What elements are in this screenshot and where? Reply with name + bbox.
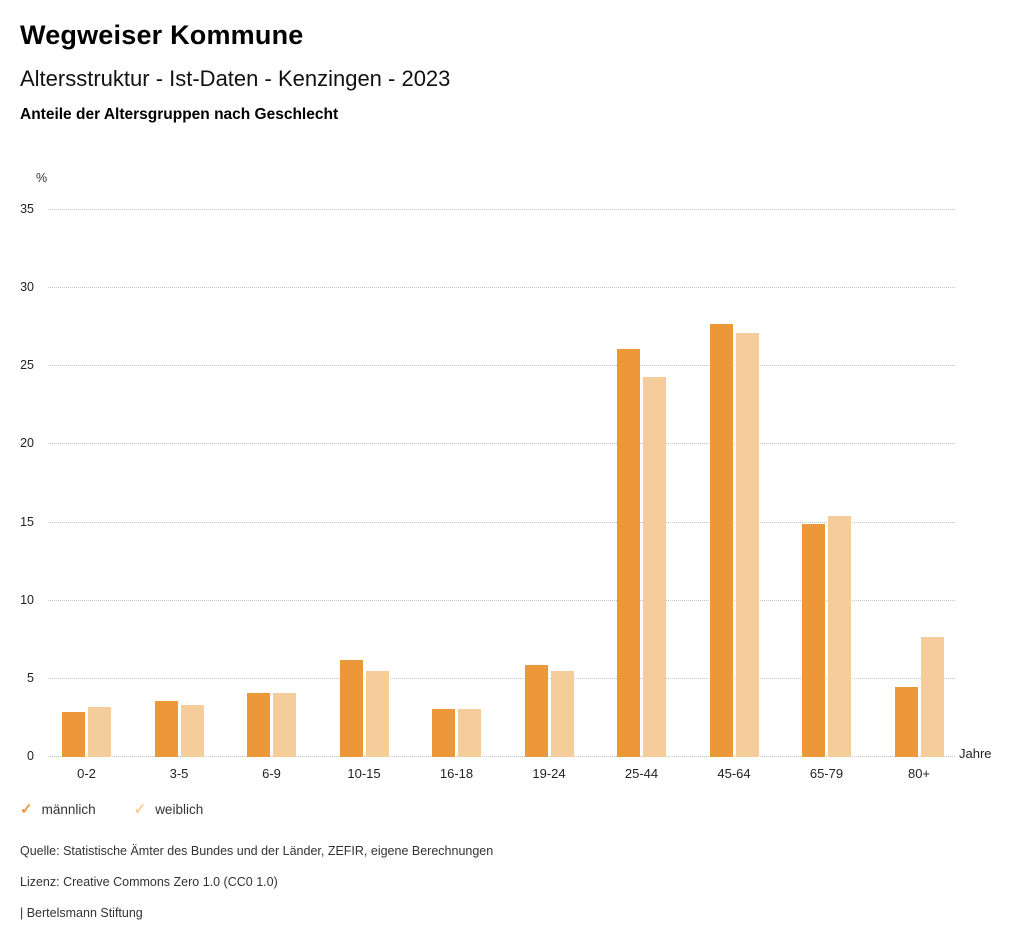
legend-label: männlich: [41, 802, 96, 817]
y-gridline-15: [48, 521, 955, 523]
bar-weiblich-6-9[interactable]: [273, 692, 296, 757]
bar-weiblich-19-24[interactable]: [550, 671, 574, 757]
y-gridline-20: [48, 443, 955, 445]
x-tick-label-80+: 80+: [907, 766, 931, 781]
legend-item-maennlich[interactable]: ✓ männlich: [20, 802, 96, 817]
source-text: Quelle: Statistische Ämter des Bundes un…: [20, 844, 494, 858]
bar-männlich-3-5[interactable]: [154, 700, 178, 757]
x-tick-label-10-15: 10-15: [347, 766, 381, 781]
y-tick-label-10: 10: [20, 592, 34, 607]
x-tick-label-19-24: 19-24: [532, 766, 566, 781]
bar-weiblich-3-5[interactable]: [180, 705, 204, 757]
y-gridline-10: [48, 599, 955, 601]
y-tick-label-15: 15: [20, 514, 34, 529]
chart-subtitle: Altersstruktur - Ist-Daten - Kenzingen -…: [20, 66, 451, 91]
y-gridline-0: [48, 756, 955, 757]
bar-weiblich-0-2[interactable]: [88, 706, 111, 757]
y-axis-unit-label: %: [36, 171, 48, 185]
x-tick-label-0-2: 0-2: [77, 766, 96, 781]
check-icon: ✓: [133, 801, 147, 818]
x-axis-title: Jahre: [959, 746, 992, 761]
x-tick-label-45-64: 45-64: [717, 766, 751, 781]
y-gridline-35: [48, 209, 955, 210]
x-tick-label-65-79: 65-79: [809, 766, 844, 781]
y-gridline-30: [48, 287, 955, 289]
check-icon: ✓: [20, 801, 33, 818]
bar-männlich-65-79[interactable]: [802, 524, 825, 757]
x-tick-label-3-5: 3-5: [169, 766, 189, 781]
y-tick-label-20: 20: [20, 436, 34, 451]
bar-männlich-25-44[interactable]: [617, 349, 640, 757]
bar-weiblich-45-64[interactable]: [735, 333, 759, 757]
license-text: Lizenz: Creative Commons Zero 1.0 (CC0 1…: [20, 875, 278, 889]
y-gridline-5: [48, 677, 955, 679]
legend: ✓ männlich ✓ weiblich: [20, 802, 203, 817]
bar-männlich-10-15[interactable]: [339, 660, 363, 757]
x-tick-label-6-9: 6-9: [262, 766, 281, 781]
y-tick-label-30: 30: [20, 280, 34, 295]
x-tick-label-25-44: 25-44: [624, 766, 659, 781]
chart-description: Anteile der Altersgruppen nach Geschlech…: [20, 106, 339, 123]
bar-weiblich-10-15[interactable]: [365, 671, 389, 757]
y-gridline-25: [48, 365, 955, 367]
bar-weiblich-80+[interactable]: [920, 636, 944, 757]
y-tick-label-5: 5: [27, 670, 34, 685]
page-title: Wegweiser Kommune: [20, 20, 304, 50]
bar-männlich-80+[interactable]: [894, 686, 918, 757]
y-tick-label-35: 35: [20, 202, 34, 216]
bar-weiblich-65-79[interactable]: [828, 516, 851, 757]
bar-männlich-16-18[interactable]: [432, 708, 455, 757]
legend-label: weiblich: [155, 802, 204, 817]
legend-item-weiblich[interactable]: ✓ weiblich: [134, 802, 204, 817]
bar-männlich-45-64[interactable]: [709, 324, 733, 757]
bar-weiblich-16-18[interactable]: [458, 708, 481, 757]
bar-männlich-0-2[interactable]: [62, 711, 85, 757]
bar-männlich-19-24[interactable]: [524, 664, 548, 757]
bar-männlich-6-9[interactable]: [247, 692, 270, 757]
y-tick-label-25: 25: [20, 358, 34, 373]
x-tick-label-16-18: 16-18: [439, 766, 474, 781]
attribution-text: | Bertelsmann Stiftung: [20, 906, 143, 920]
y-tick-label-0: 0: [27, 749, 34, 763]
bar-weiblich-25-44[interactable]: [643, 377, 666, 757]
